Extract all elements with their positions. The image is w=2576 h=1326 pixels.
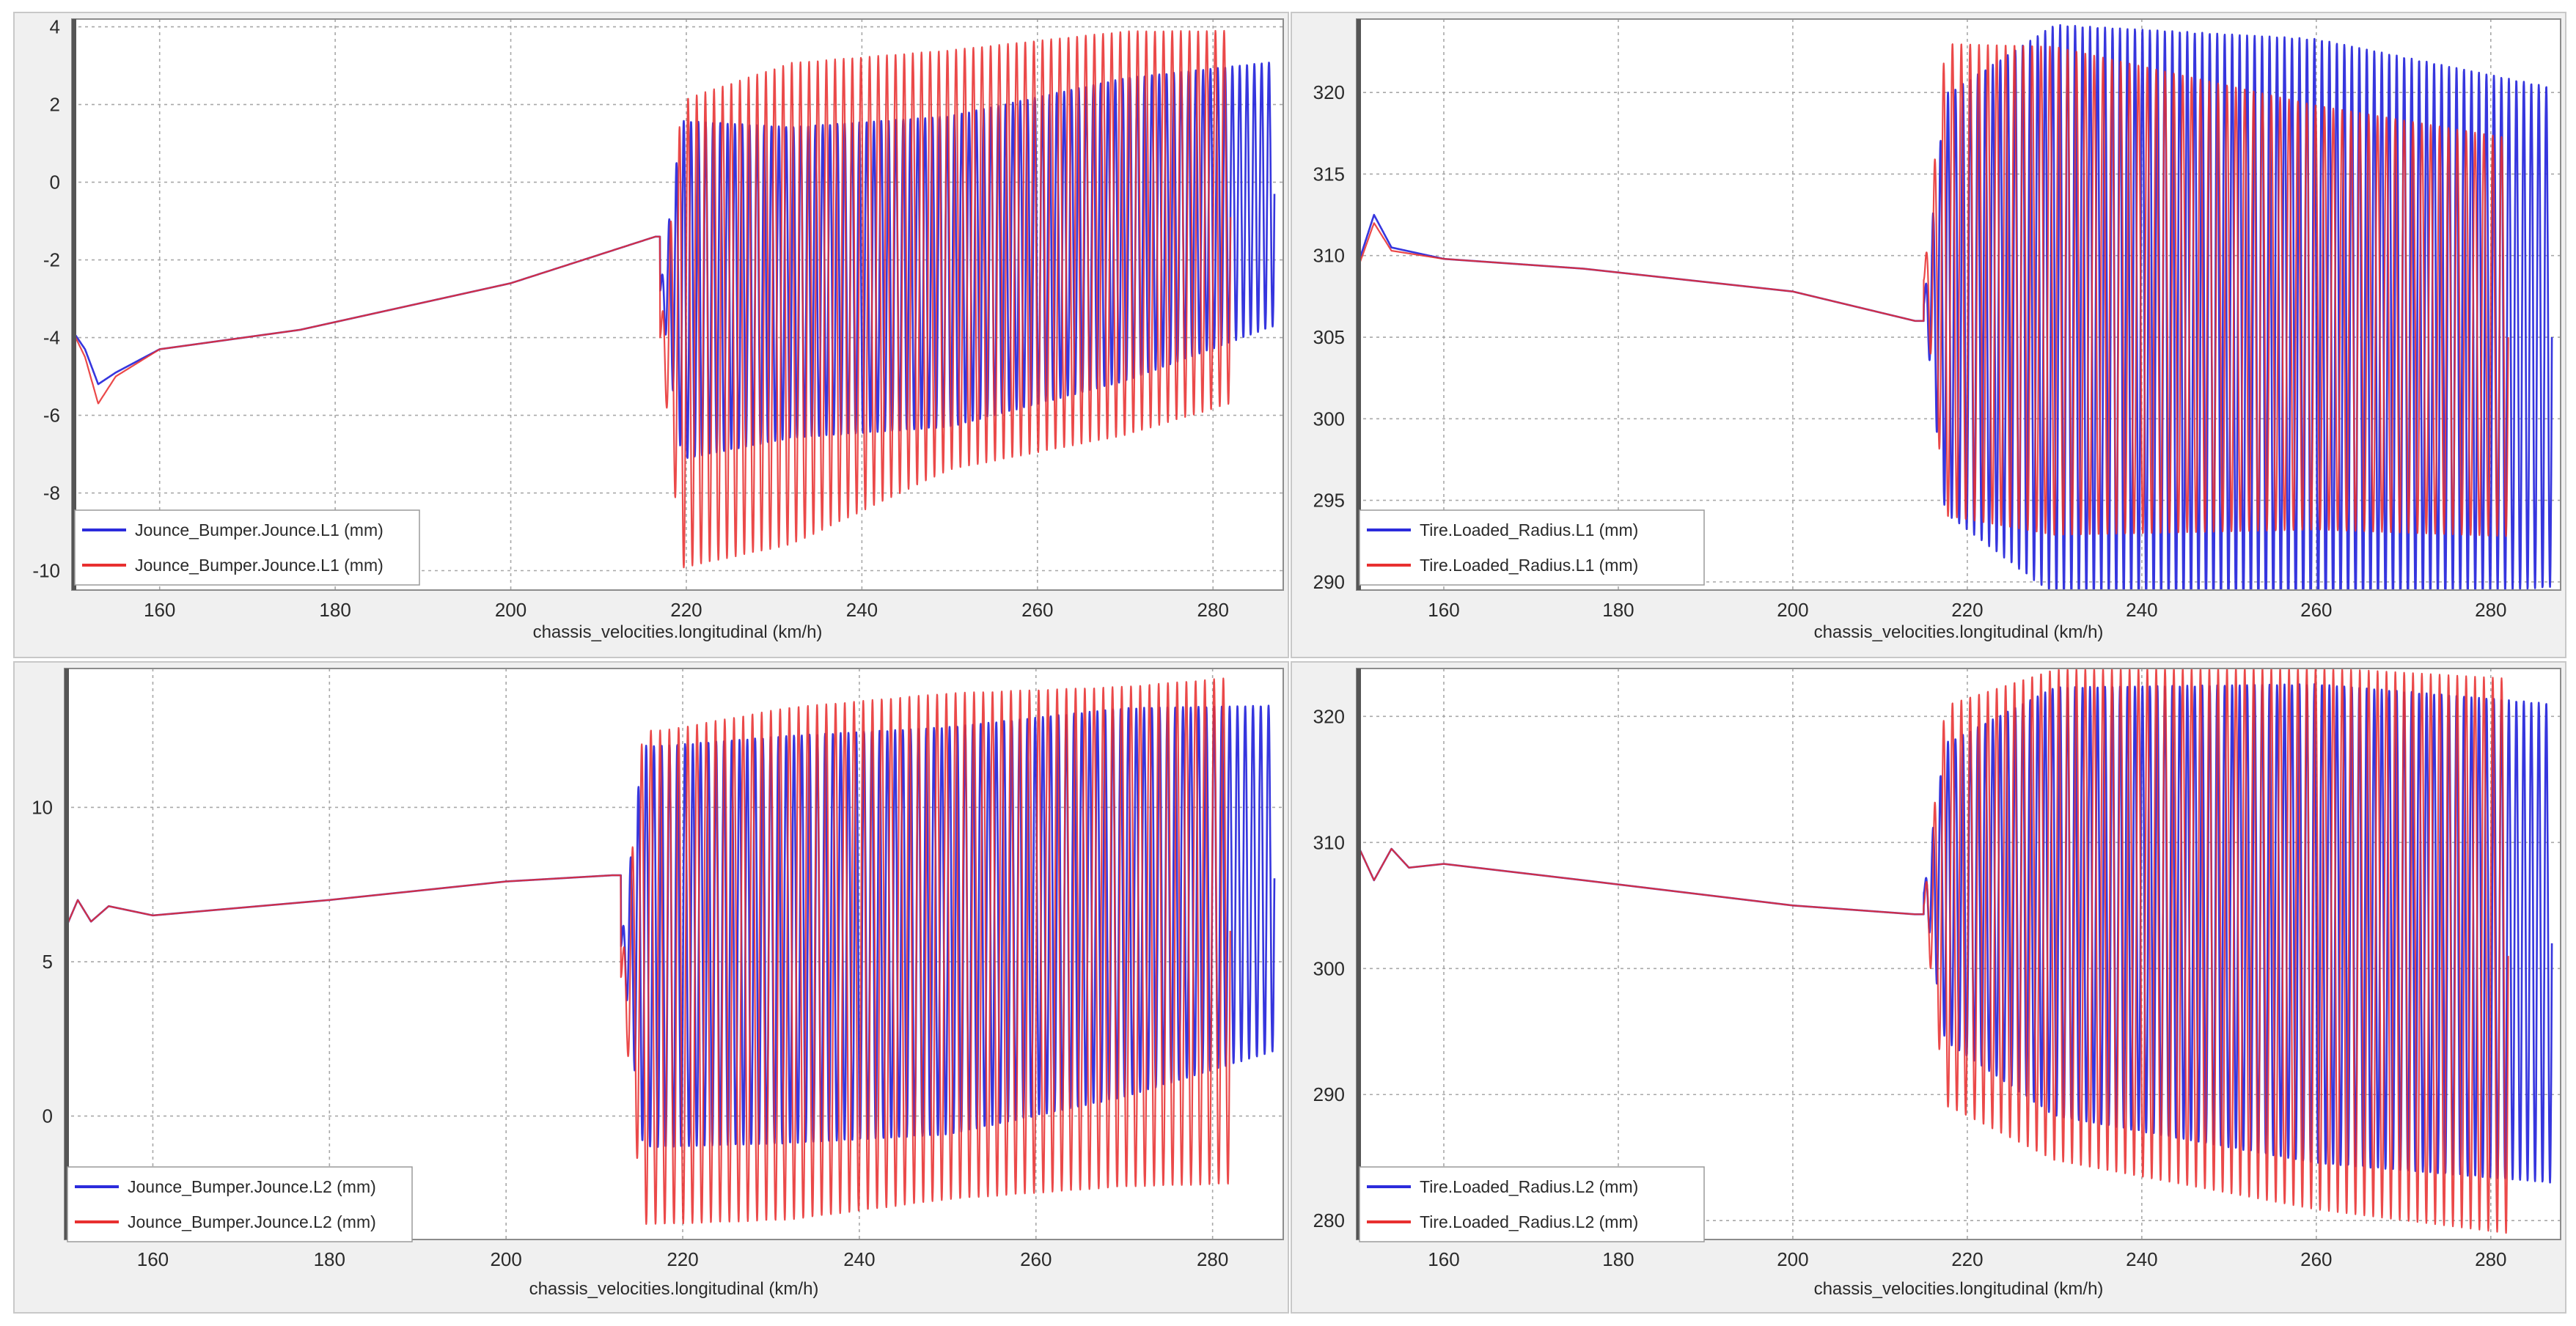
legend-box: [74, 509, 420, 586]
x-tick-label: 180: [1602, 599, 1634, 621]
y-tick-label: 295: [1313, 490, 1345, 512]
x-tick-label: 180: [314, 1248, 345, 1270]
series-line-red: [65, 677, 1231, 1225]
x-tick-label: 260: [2300, 1248, 2332, 1270]
legend-label: Jounce_Bumper.Jounce.L1 (mm): [135, 520, 384, 539]
x-tick-label: 240: [846, 599, 878, 621]
y-tick-label: 300: [1313, 408, 1345, 430]
legend: Tire.Loaded_Radius.L2 (mm) Tire.Loaded_Ra…: [1359, 1166, 1705, 1242]
x-tick-label: 200: [490, 1248, 521, 1270]
y-tick-label: -2: [43, 249, 60, 271]
chart-svg: 160 180 200 220 240 260 280 290 295 300 305 310 315 3…: [1313, 18, 2561, 642]
x-tick-label: 280: [2475, 1248, 2506, 1270]
x-tick-label: 260: [1021, 599, 1053, 621]
x-tick-label: 180: [1602, 1248, 1634, 1270]
x-tick-label: 240: [2126, 599, 2157, 621]
chart-panel-top-right: 160 180 200 220 240 260 280 290 295 300 305 310 315 3…: [1291, 12, 2566, 658]
legend-label: Jounce_Bumper.Jounce.L2 (mm): [128, 1212, 376, 1231]
x-axis-title: chassis_velocities.longitudinal (km/h): [529, 1279, 819, 1299]
y-tick-label: 300: [1313, 957, 1345, 979]
x-tick-label: 280: [1197, 1248, 1228, 1270]
x-tick-label: 160: [1428, 1248, 1459, 1270]
x-tick-label: 220: [1951, 1248, 1983, 1270]
x-axis-title: chassis_velocities.longitudinal (km/h): [533, 622, 823, 642]
legend-label: Tire.Loaded_Radius.L1 (mm): [1420, 520, 1638, 539]
y-tick-label: 4: [50, 16, 60, 38]
y-tick-label: -8: [43, 482, 60, 504]
x-tick-label: 280: [1197, 599, 1229, 621]
x-axis-title: chassis_velocities.longitudinal (km/h): [1814, 1279, 2104, 1299]
y-tick-label: -10: [32, 560, 60, 582]
y-tick-label: 10: [32, 796, 53, 818]
y-tick-label: 0: [43, 1105, 53, 1127]
legend-label: Tire.Loaded_Radius.L1 (mm): [1420, 556, 1638, 575]
series-line-red: [1357, 43, 2509, 537]
x-tick-label: 180: [319, 599, 351, 621]
chart-panel-bottom-right: 160 180 200 220 240 260 280 280 290 300 310 320 chas…: [1291, 661, 2566, 1314]
chart-panel-top-left: 160 180 200 220 240 260 280 -10 -8 -6 -4 -2 0 2 4 chass…: [13, 12, 1289, 658]
y-tick-label: 290: [1313, 571, 1345, 593]
legend: Jounce_Bumper.Jounce.L2 (mm) Jounce_Bumpe…: [67, 1166, 413, 1242]
y-tick-label: 290: [1313, 1083, 1345, 1105]
legend-label: Jounce_Bumper.Jounce.L2 (mm): [128, 1177, 376, 1196]
legend-box: [1359, 509, 1705, 586]
y-tick-label: 5: [43, 951, 53, 973]
series-line-red: [1357, 668, 2509, 1234]
x-tick-label: 200: [1777, 599, 1808, 621]
series-line-red: [72, 29, 1232, 569]
chart-panel-bottom-left: 160 180 200 220 240 260 280 0 5 10 chassis_velocit…: [13, 661, 1289, 1314]
legend-label: Tire.Loaded_Radius.L2 (mm): [1420, 1212, 1638, 1231]
x-axis-title: chassis_velocities.longitudinal (km/h): [1814, 622, 2104, 642]
legend-label: Jounce_Bumper.Jounce.L1 (mm): [135, 556, 384, 575]
y-tick-label: 280: [1313, 1209, 1345, 1231]
chart-svg: 160 180 200 220 240 260 280 -10 -8 -6 -4 -2 0 2 4 chass…: [32, 16, 1284, 642]
x-tick-label: 160: [144, 599, 175, 621]
y-tick-label: -6: [43, 405, 60, 427]
x-tick-label: 260: [1020, 1248, 1052, 1270]
x-tick-label: 240: [2126, 1248, 2157, 1270]
x-tick-label: 260: [2300, 599, 2332, 621]
y-tick-label: 320: [1313, 705, 1345, 727]
y-tick-label: 310: [1313, 245, 1345, 267]
x-tick-label: 220: [1951, 599, 1983, 621]
y-tick-label: 315: [1313, 163, 1345, 185]
legend: Jounce_Bumper.Jounce.L1 (mm) Jounce_Bumpe…: [74, 509, 420, 586]
y-tick-label: -4: [43, 327, 60, 349]
y-tick-label: 2: [50, 94, 60, 116]
y-tick-label: 305: [1313, 326, 1345, 348]
x-tick-label: 240: [843, 1248, 875, 1270]
chart-svg: 160 180 200 220 240 260 280 280 290 300 310 320 chas…: [1313, 668, 2561, 1299]
legend-box: [1359, 1166, 1705, 1242]
x-tick-label: 280: [2475, 599, 2506, 621]
x-tick-label: 160: [1428, 599, 1459, 621]
legend: Tire.Loaded_Radius.L1 (mm) Tire.Loaded_Ra…: [1359, 509, 1705, 586]
x-tick-label: 200: [1777, 1248, 1808, 1270]
x-tick-label: 220: [667, 1248, 698, 1270]
x-tick-label: 220: [670, 599, 702, 621]
legend-box: [67, 1166, 413, 1242]
y-tick-label: 320: [1313, 81, 1345, 103]
x-tick-label: 160: [137, 1248, 169, 1270]
y-tick-label: 0: [50, 172, 60, 194]
y-tick-label: 310: [1313, 831, 1345, 853]
x-tick-label: 200: [495, 599, 526, 621]
chart-svg: 160 180 200 220 240 260 280 0 5 10 chassis_velocit…: [32, 668, 1284, 1299]
legend-label: Tire.Loaded_Radius.L2 (mm): [1420, 1177, 1638, 1196]
